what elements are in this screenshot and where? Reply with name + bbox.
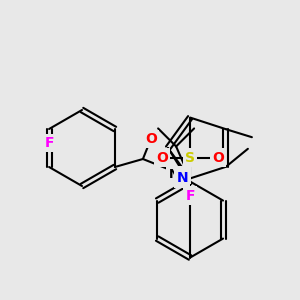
Text: O: O <box>212 151 224 165</box>
Text: S: S <box>185 151 195 165</box>
Text: F: F <box>44 136 54 150</box>
Text: F: F <box>185 189 195 202</box>
Text: O: O <box>156 151 168 165</box>
Text: N: N <box>176 171 188 185</box>
Text: NH: NH <box>169 169 189 182</box>
Text: O: O <box>145 132 157 146</box>
